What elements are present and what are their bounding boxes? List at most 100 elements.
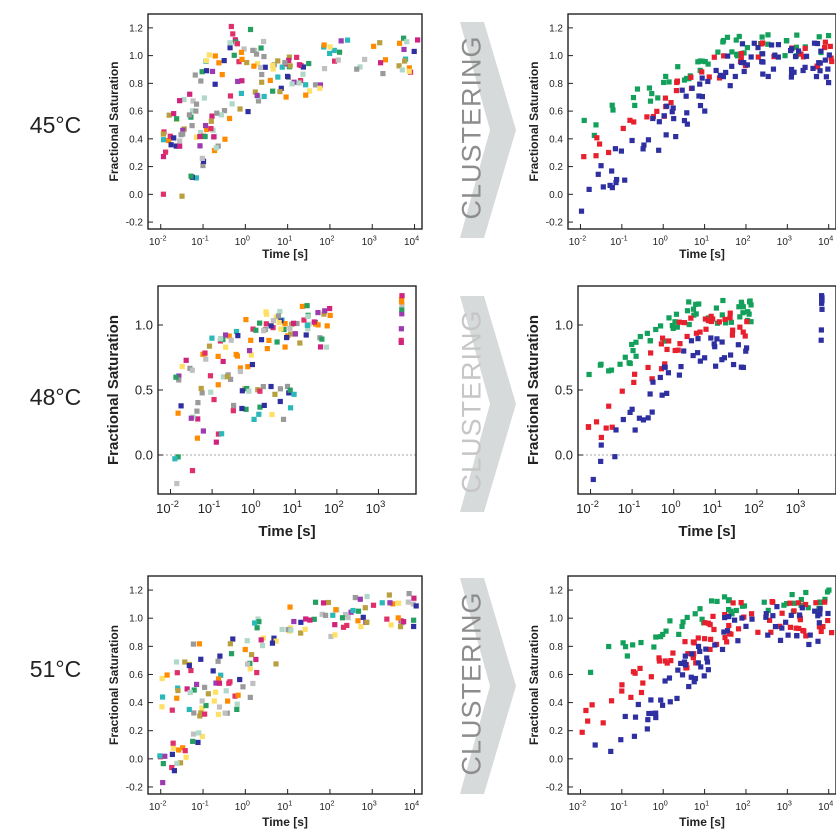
data-point xyxy=(411,617,417,623)
data-point xyxy=(770,599,776,605)
data-point xyxy=(320,600,327,606)
data-point xyxy=(248,652,255,658)
data-point xyxy=(629,341,635,348)
data-point xyxy=(212,689,219,695)
data-point xyxy=(286,390,292,396)
data-point xyxy=(247,26,254,33)
data-point xyxy=(317,344,324,350)
data-point xyxy=(186,706,192,713)
data-point xyxy=(390,601,396,607)
data-point xyxy=(787,600,793,606)
data-point xyxy=(327,305,333,312)
data-point xyxy=(255,98,262,104)
data-point xyxy=(722,611,728,618)
data-point xyxy=(193,681,200,688)
data-point xyxy=(198,656,204,662)
data-point xyxy=(722,614,728,621)
data-point xyxy=(606,403,612,409)
data-point xyxy=(276,319,282,326)
y-tick-label: 0.2 xyxy=(129,726,143,737)
data-point xyxy=(173,116,180,122)
data-point xyxy=(227,641,233,647)
data-point xyxy=(256,320,263,326)
data-point xyxy=(690,655,696,661)
data-point xyxy=(763,611,769,617)
data-point xyxy=(327,44,333,50)
y-tick-label: 0.2 xyxy=(129,162,143,173)
data-point xyxy=(215,711,222,717)
data-point xyxy=(258,637,264,643)
data-point xyxy=(702,108,708,114)
data-point xyxy=(212,53,218,59)
data-point xyxy=(331,58,338,64)
data-point xyxy=(702,316,708,322)
y-axis-label: Fractional Saturation xyxy=(527,625,541,745)
data-point xyxy=(177,98,183,104)
data-point xyxy=(207,373,214,379)
data-point xyxy=(202,711,208,717)
y-tick-label: 0.0 xyxy=(555,448,573,463)
data-point xyxy=(398,326,404,332)
data-point xyxy=(201,95,207,101)
data-point xyxy=(404,39,410,45)
data-point xyxy=(663,628,669,634)
data-point xyxy=(617,361,623,367)
data-point xyxy=(748,319,754,325)
data-point xyxy=(803,53,810,59)
data-point xyxy=(690,306,697,312)
data-point xyxy=(739,603,746,609)
data-point xyxy=(733,37,739,43)
data-point xyxy=(631,379,637,386)
data-point xyxy=(765,41,771,47)
data-point xyxy=(210,668,216,674)
data-point xyxy=(296,62,303,68)
data-points xyxy=(579,587,835,755)
data-point xyxy=(742,333,748,339)
data-point xyxy=(222,332,229,338)
data-point xyxy=(678,363,684,370)
data-point xyxy=(184,686,190,692)
data-point xyxy=(285,627,291,633)
data-point xyxy=(247,694,253,701)
data-point xyxy=(231,52,237,58)
data-point xyxy=(622,644,629,650)
data-point xyxy=(259,643,266,649)
data-point xyxy=(406,591,412,597)
data-point xyxy=(727,83,733,89)
data-point xyxy=(760,40,766,46)
data-point xyxy=(227,45,233,51)
data-point xyxy=(291,618,297,625)
data-point xyxy=(622,713,628,720)
data-point xyxy=(819,297,825,304)
data-point xyxy=(772,52,778,58)
data-point xyxy=(696,93,702,99)
data-point xyxy=(668,100,674,106)
data-point xyxy=(799,605,805,611)
data-point xyxy=(171,768,178,774)
data-points xyxy=(172,293,405,487)
data-point xyxy=(230,408,236,414)
data-point xyxy=(578,208,585,214)
data-point xyxy=(268,383,274,390)
data-point xyxy=(661,338,667,344)
data-point xyxy=(319,611,325,617)
data-point xyxy=(379,600,385,606)
data-point xyxy=(670,105,676,111)
data-point xyxy=(797,617,803,623)
data-point xyxy=(675,667,681,673)
data-point xyxy=(387,600,393,606)
data-point xyxy=(208,125,214,132)
clustering-arrow-row2 xyxy=(460,296,516,512)
data-point xyxy=(322,308,328,314)
data-point xyxy=(178,403,184,409)
data-point xyxy=(630,94,637,101)
data-point xyxy=(206,52,212,58)
data-point xyxy=(411,595,417,601)
data-point xyxy=(793,625,799,631)
data-point xyxy=(278,326,284,332)
data-point xyxy=(195,739,201,746)
data-point xyxy=(644,330,650,336)
data-point xyxy=(719,312,725,318)
data-point xyxy=(261,38,267,45)
data-point xyxy=(224,374,231,380)
